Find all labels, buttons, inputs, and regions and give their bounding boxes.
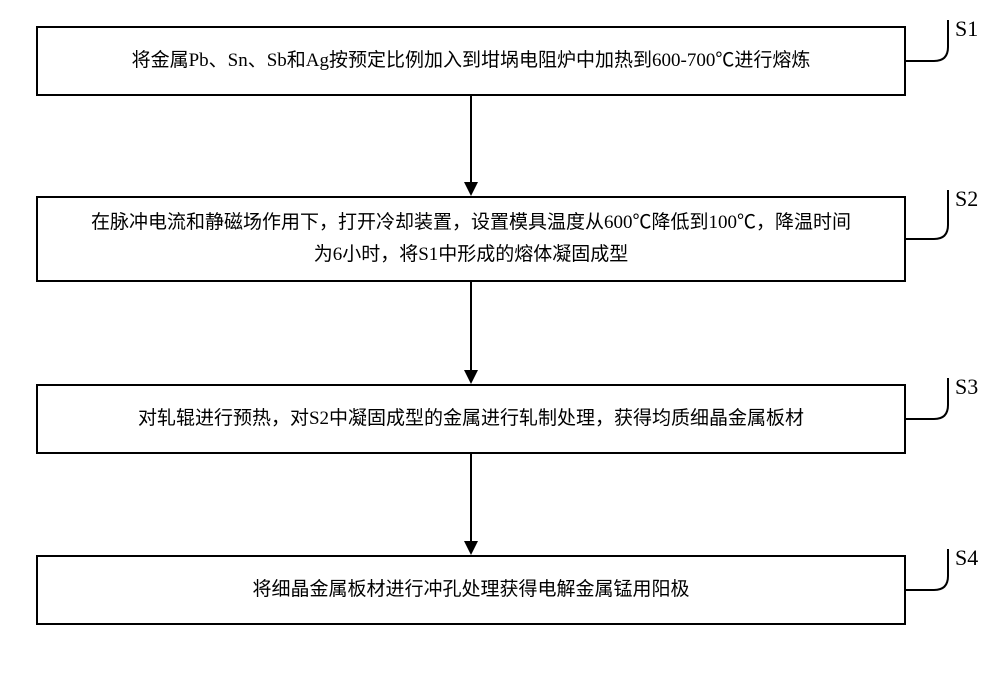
step-label-s3: S3 [955, 374, 978, 400]
step-connector-s3 [902, 374, 952, 423]
step-label-s2: S2 [955, 186, 978, 212]
step-connector-s4 [902, 545, 952, 594]
step-text-s4: 将细晶金属板材进行冲孔处理获得电解金属锰用阳极 [252, 574, 689, 606]
step-box-s2: 在脉冲电流和静磁场作用下，打开冷却装置，设置模具温度从600℃降低到100℃，降… [36, 196, 906, 282]
step-text-s1: 将金属Pb、Sn、Sb和Ag按预定比例加入到坩埚电阻炉中加热到600-700℃进… [132, 45, 811, 77]
flowchart-canvas: 将金属Pb、Sn、Sb和Ag按预定比例加入到坩埚电阻炉中加热到600-700℃进… [0, 0, 1000, 674]
arrow-3 [462, 452, 480, 557]
step-label-s4: S4 [955, 545, 978, 571]
step-label-s1: S1 [955, 16, 978, 42]
step-text-s3: 对轧辊进行预热，对S2中凝固成型的金属进行轧制处理，获得均质细晶金属板材 [138, 403, 804, 435]
step-box-s3: 对轧辊进行预热，对S2中凝固成型的金属进行轧制处理，获得均质细晶金属板材 [36, 384, 906, 454]
arrow-2 [462, 280, 480, 386]
step-connector-s1 [902, 16, 952, 65]
step-box-s1: 将金属Pb、Sn、Sb和Ag按预定比例加入到坩埚电阻炉中加热到600-700℃进… [36, 26, 906, 96]
step-text-s2: 在脉冲电流和静磁场作用下，打开冷却装置，设置模具温度从600℃降低到100℃，降… [91, 207, 851, 272]
arrow-1 [462, 94, 480, 198]
step-box-s4: 将细晶金属板材进行冲孔处理获得电解金属锰用阳极 [36, 555, 906, 625]
step-connector-s2 [902, 186, 952, 243]
